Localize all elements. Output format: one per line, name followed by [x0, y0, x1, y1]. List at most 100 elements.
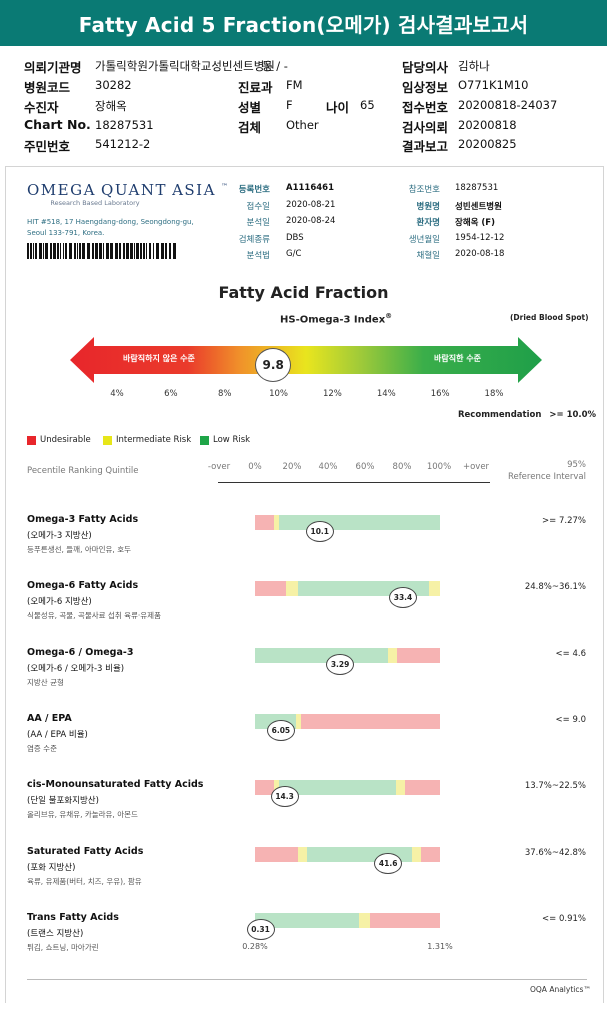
- logo-word-asia: Asia: [172, 181, 216, 199]
- index-tick-2: 8%: [217, 389, 232, 399]
- item-note-6: 튀김, 쇼트닝, 마아가린: [27, 942, 99, 952]
- item-subtitle-5: (포화 지방산): [27, 862, 76, 873]
- meta-right-value-0: 18287531: [455, 183, 499, 193]
- scale-tick-2: 20%: [282, 462, 302, 472]
- item-bar-5-segment-1: [297, 846, 307, 862]
- index-tick-5: 14%: [376, 389, 396, 399]
- meta-mid-value-1: 2020-08-21: [286, 199, 336, 210]
- meta-mid-label-0: 등록번호: [238, 185, 270, 195]
- item-value-marker-0: 10.1: [305, 521, 334, 542]
- item-value-marker-1: 33.4: [389, 587, 417, 609]
- meta-mid-value-3: DBS: [286, 232, 304, 243]
- header-left-value-4: 541212-2: [95, 137, 151, 151]
- header-mid-value-3: Other: [286, 118, 319, 132]
- item-value-marker-5: 41.6: [374, 852, 403, 874]
- item-bar-1-segment-0: [255, 581, 287, 597]
- index-tick-4: 12%: [322, 389, 342, 399]
- item-title-1: Omega-6 Fatty Acids: [27, 580, 139, 592]
- header-age-label: 나이: [326, 100, 350, 115]
- item-title-6: Trans Fatty Acids: [27, 911, 119, 923]
- scale-tick-1: 0%: [248, 462, 262, 472]
- scale-tick-6: 100%: [426, 462, 452, 472]
- header-age-value: 65: [360, 98, 375, 112]
- header-right-label-0: 담당의사: [402, 60, 449, 75]
- index-tick-3: 10%: [269, 389, 289, 399]
- item-bar-6-segment-2: [369, 912, 440, 928]
- header-right-label-2: 접수번호: [402, 100, 449, 115]
- item-title-0: Omega-3 Fatty Acids: [27, 514, 139, 525]
- legend-swatch-2: [200, 436, 209, 445]
- meta-mid-value-4: G/C: [286, 249, 302, 259]
- header-mid-label-3: 검체: [238, 120, 262, 135]
- item-reference-2: <= 4.6: [555, 648, 586, 659]
- header-mid-value-1: FM: [286, 78, 303, 92]
- report-card: [5, 166, 604, 1003]
- omega-index-arrow: [70, 337, 542, 383]
- meta-right-value-1: 성빈센트병원: [455, 201, 502, 212]
- legend-label-2: Low Risk: [213, 435, 251, 445]
- item-bar-4-segment-3: [395, 780, 405, 796]
- lab-logo: Omega Quant Asia ™: [27, 180, 228, 199]
- ref-header-line1: 95%: [567, 460, 586, 470]
- item-note-4: 올리브유, 유채유, 카놀라유, 아몬드: [27, 810, 138, 820]
- arrow-left-label: 바람직하지 않은 수준: [123, 354, 195, 363]
- item-subtitle-4: (단일 불포화지방산): [27, 796, 99, 807]
- report-title: Fatty Acid 5 Fraction(오메가) 검사결과보고서: [0, 0, 607, 46]
- item-bar-0-segment-0: [255, 515, 274, 530]
- header-right-label-3: 검사의뢰: [402, 120, 449, 135]
- item-bar-6-segment-0: [255, 912, 359, 928]
- index-tick-1: 6%: [164, 389, 178, 399]
- scale-tick-3: 40%: [318, 462, 338, 472]
- item-bar-2-segment-1: [388, 647, 398, 663]
- item-reference-0: >= 7.27%: [542, 516, 586, 526]
- index-tick-0: 4%: [110, 389, 124, 399]
- trans-limit-left: 0.28%: [242, 942, 268, 951]
- scale-tick-7: +over: [462, 462, 490, 472]
- item-bar-2-segment-2: [397, 647, 440, 663]
- lab-address-line1: HIT #518, 17 Haengdang-dong, Seongdong-g…: [27, 218, 194, 226]
- header-right-label-1: 임상정보: [402, 80, 449, 95]
- item-bar-4-segment-2: [279, 780, 396, 796]
- header-right-value-0: 김하나: [458, 59, 490, 73]
- item-note-5: 육류, 유제품(버터, 치즈, 우유), 팜유: [27, 876, 142, 886]
- header-left-value-3: 18287531: [95, 118, 154, 132]
- item-subtitle-1: (오메가-6 지방산): [27, 597, 92, 608]
- meta-mid-label-1: 접수일: [246, 201, 270, 212]
- item-bar-5: [255, 846, 440, 862]
- legend-swatch-0: [27, 436, 36, 445]
- scale-tick-5: 80%: [392, 462, 412, 472]
- meta-mid-label-3: 검체종류: [238, 234, 270, 245]
- item-reference-5: 37.6%~42.8%: [524, 847, 586, 858]
- item-bar-6-segment-1: [358, 912, 370, 928]
- footer-divider: [27, 979, 587, 980]
- scale-title: Pecentile Ranking Quintile: [27, 466, 139, 476]
- scale-tick-0: -over: [207, 462, 231, 472]
- header-left-label-1: 병원코드: [24, 80, 71, 95]
- logo-word-quant: Quant: [101, 181, 167, 199]
- index-label: HS-Omega-3 Index®: [280, 312, 392, 325]
- item-bar-0: [255, 515, 440, 530]
- item-bar-1-segment-3: [428, 581, 440, 597]
- scale-baseline: [218, 482, 490, 483]
- index-value-marker: 9.8: [255, 348, 292, 382]
- item-value-marker-3: 6.05: [266, 719, 295, 741]
- item-bar-4-segment-4: [404, 780, 440, 796]
- item-bar-6: [255, 912, 440, 928]
- header-right-value-4: 20200825: [458, 137, 517, 151]
- meta-right-label-3: 생년월일: [408, 234, 440, 245]
- fraction-title: Fatty Acid Fraction: [218, 283, 389, 302]
- item-bar-0-segment-2: [279, 515, 440, 530]
- item-subtitle-0: (오메가-3 지방산): [27, 531, 92, 541]
- item-bar-0-segment-1: [273, 515, 280, 530]
- lab-address-line2: Seoul 133-791, Korea.: [27, 229, 105, 237]
- ref-header-line2: Reference Interval: [507, 472, 586, 482]
- recommendation-label: Recommendation: [458, 410, 542, 420]
- item-bar-5-segment-0: [255, 846, 298, 862]
- sample-type: (Dried Blood Spot): [510, 313, 589, 322]
- index-tick-7: 18%: [484, 389, 504, 399]
- meta-mid-value-0: A1116461: [286, 183, 334, 193]
- item-subtitle-2: (오메가-6 / 오메가-3 비율): [27, 663, 125, 674]
- item-note-3: 염증 수준: [27, 743, 57, 753]
- meta-right-value-4: 2020-08-18: [455, 249, 505, 259]
- item-reference-1: 24.8%~36.1%: [524, 582, 586, 593]
